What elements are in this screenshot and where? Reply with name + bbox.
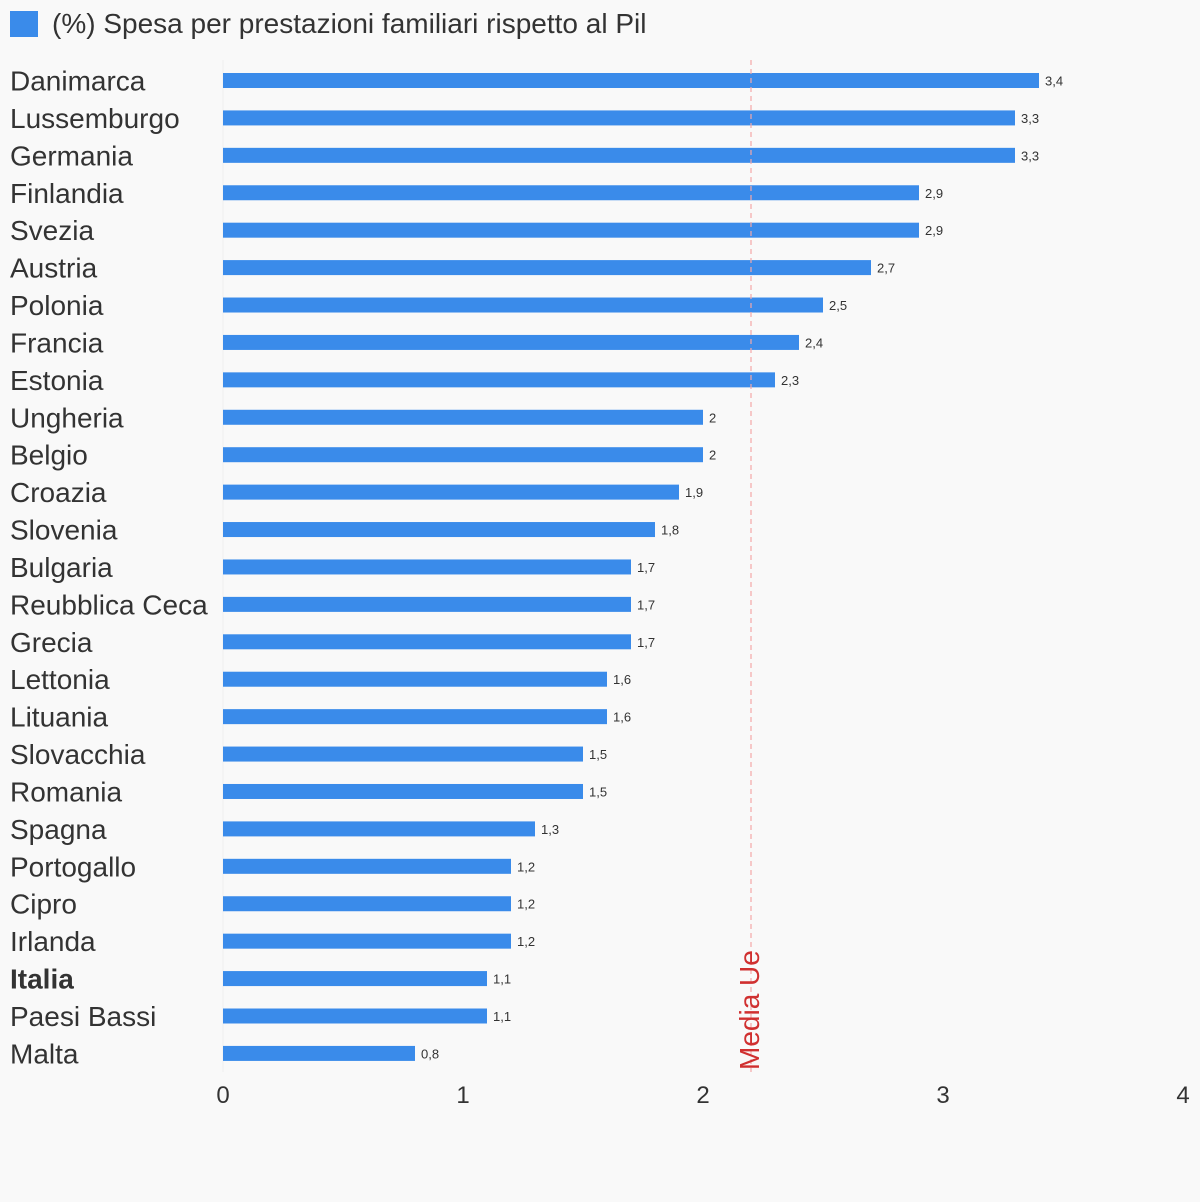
x-tick-label: 2 [696,1082,709,1109]
category-label: Lituania [10,702,109,733]
bar [223,110,1015,126]
bar [223,185,919,201]
category-label: Reubblica Ceca [10,589,208,620]
bar [223,783,583,799]
category-label: Romania [10,776,122,807]
value-label: 3,3 [1021,148,1039,163]
value-label: 2 [709,410,716,425]
value-label: 1,1 [493,972,511,987]
bar [223,260,871,276]
value-label: 1,5 [589,784,607,799]
category-label: Slovenia [10,515,118,546]
bar [223,1045,415,1061]
value-label: 2 [709,448,716,463]
value-label: 2,4 [805,335,823,350]
bar [223,73,1039,88]
value-label: 1,8 [661,523,679,538]
legend-swatch [10,11,38,37]
value-label: 1,2 [517,934,535,949]
category-label: Grecia [10,627,93,658]
value-label: 1,6 [613,672,631,687]
bar [223,821,535,837]
value-label: 2,5 [829,298,847,313]
value-label: 1,7 [637,597,655,612]
value-label: 3,4 [1045,74,1063,89]
x-tick-label: 1 [456,1082,469,1109]
value-label: 2,7 [877,261,895,276]
value-label: 1,9 [685,485,703,500]
value-label: 1,3 [541,822,559,837]
category-label: Svezia [10,215,94,246]
category-label: Belgio [10,440,88,471]
category-label: Germania [10,140,133,171]
bar [223,334,799,350]
bar [223,634,631,650]
bar [223,933,511,949]
reference-line-label: Media Ue [734,950,765,1070]
x-tick-label: 4 [1176,1082,1189,1109]
legend: (%) Spesa per prestazioni familiari risp… [10,8,646,40]
bar [223,447,703,463]
value-label: 1,5 [589,747,607,762]
bar [223,896,511,912]
category-label: Austria [10,253,98,284]
category-label: Malta [10,1038,79,1069]
category-label: Polonia [10,290,104,321]
category-label: Ungheria [10,402,124,433]
value-label: 1,6 [613,710,631,725]
category-label: Italia [10,964,74,995]
bar [223,484,679,500]
category-label: Danimarca [10,66,146,97]
category-label: Bulgaria [10,552,113,583]
category-label: Portogallo [10,851,136,882]
bar [223,222,919,238]
value-label: 1,2 [517,897,535,912]
value-label: 2,9 [925,223,943,238]
value-label: 2,3 [781,373,799,388]
value-label: 1,1 [493,1009,511,1024]
bar [223,596,631,612]
value-label: 1,7 [637,560,655,575]
category-label: Estonia [10,365,104,396]
category-label: Slovacchia [10,739,146,770]
category-label: Croazia [10,477,107,508]
bar [223,858,511,874]
bar [223,522,655,538]
bar [223,372,775,388]
x-tick-label: 3 [936,1082,949,1109]
bar [223,559,631,575]
value-label: 3,3 [1021,111,1039,126]
bar [223,147,1015,163]
value-label: 1,2 [517,859,535,874]
category-label: Cipro [10,889,77,920]
value-label: 1,7 [637,635,655,650]
bar [223,746,583,762]
legend-label: (%) Spesa per prestazioni familiari risp… [52,8,647,39]
value-label: 0,8 [421,1046,439,1061]
x-tick-label: 0 [216,1082,229,1109]
category-label: Lettonia [10,664,110,695]
category-label: Finlandia [10,178,124,209]
value-label: 2,9 [925,186,943,201]
category-label: Lussemburgo [10,103,180,134]
bar [223,409,703,425]
bar [223,671,607,687]
bar [223,709,607,725]
category-label: Spagna [10,814,107,845]
bar [223,1008,487,1024]
bar [223,297,823,313]
category-label: Irlanda [10,926,96,957]
bar [223,971,487,987]
category-label: Paesi Bassi [10,1001,156,1032]
category-label: Francia [10,327,104,358]
